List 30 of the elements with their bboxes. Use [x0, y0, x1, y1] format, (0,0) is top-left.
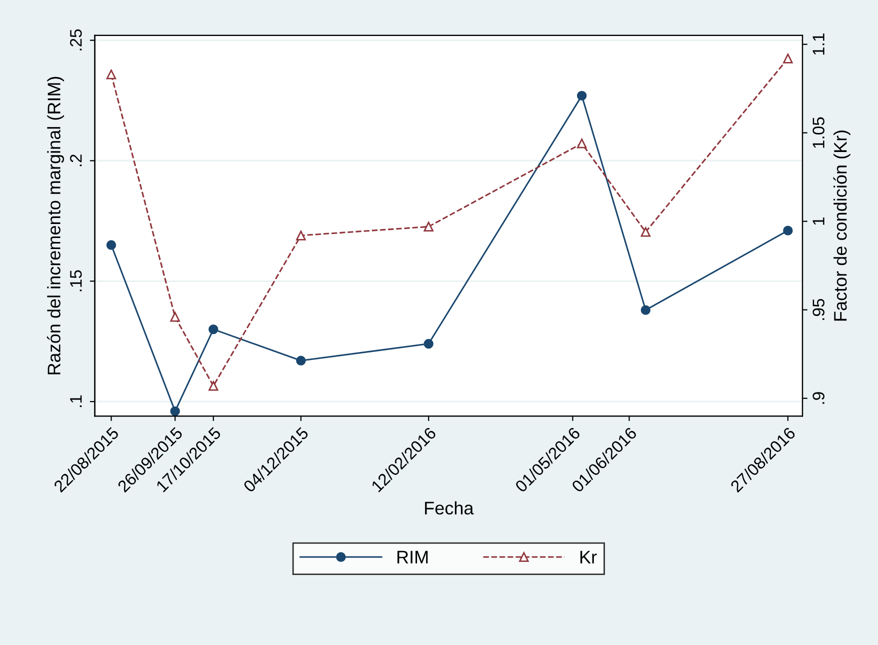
y-tick-label: .2	[70, 154, 82, 166]
y-tick-label: .1	[70, 395, 82, 407]
legend-label: Kr	[580, 550, 597, 564]
point	[783, 54, 793, 64]
y-axis-title: Razón del incremento marginal (RIM)	[46, 76, 64, 374]
point	[576, 90, 587, 101]
point	[640, 305, 650, 315]
point	[296, 230, 306, 240]
point	[424, 338, 434, 349]
point	[783, 226, 793, 236]
point	[106, 70, 116, 80]
y-tick-label: .15	[70, 270, 82, 292]
point	[208, 324, 218, 334]
point	[106, 240, 116, 250]
point	[576, 138, 587, 148]
point	[208, 381, 218, 391]
y2-axis-title: Factor de condición (Kr)	[833, 130, 850, 321]
y2-tick-label: .95	[812, 298, 824, 320]
point	[640, 227, 650, 237]
y2-tick-label: 1.1	[812, 34, 824, 55]
point	[170, 406, 180, 416]
point	[296, 356, 306, 366]
point	[170, 312, 180, 322]
y2-tick-label: .9	[812, 392, 824, 404]
point	[424, 222, 434, 232]
y-tick-label: .25	[70, 29, 82, 50]
y2-tick-label: 1.05	[812, 117, 824, 148]
legend-label: RIM	[397, 550, 428, 564]
y2-tick-label: 1	[812, 218, 824, 225]
x-axis-title: Fecha	[425, 501, 474, 515]
